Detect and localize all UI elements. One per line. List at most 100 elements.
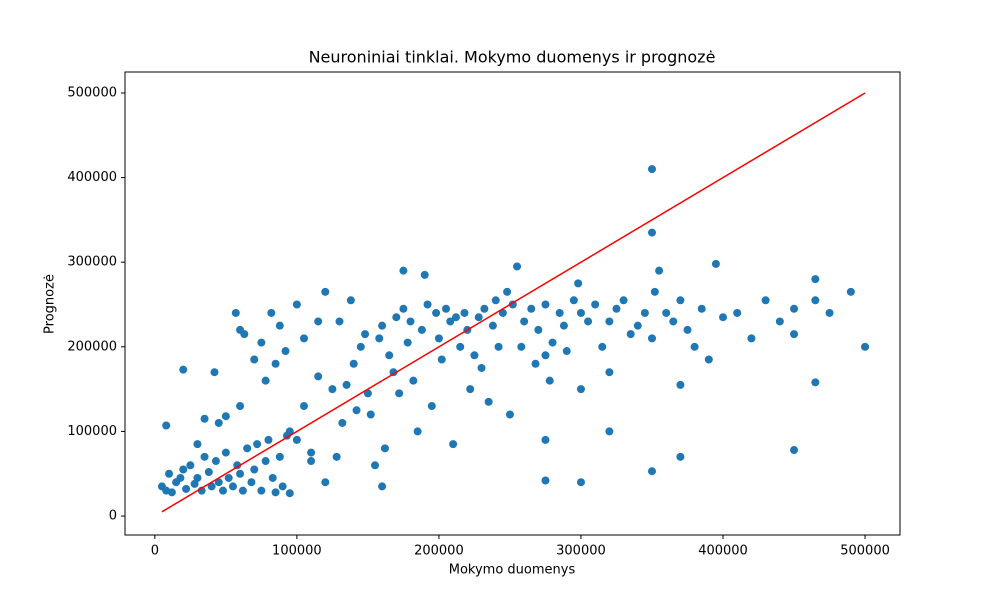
data-point bbox=[531, 359, 540, 368]
data-point bbox=[846, 287, 855, 296]
data-point bbox=[446, 317, 455, 326]
data-point bbox=[423, 300, 432, 309]
data-point bbox=[219, 486, 228, 495]
data-point bbox=[541, 476, 550, 485]
data-point bbox=[214, 478, 223, 487]
data-point bbox=[562, 347, 571, 356]
data-point bbox=[264, 435, 273, 444]
data-point bbox=[690, 342, 699, 351]
x-tick-label: 500000 bbox=[840, 544, 890, 559]
data-point bbox=[186, 461, 195, 470]
data-point bbox=[790, 304, 799, 313]
data-point bbox=[517, 342, 526, 351]
data-point bbox=[861, 342, 870, 351]
data-point bbox=[719, 313, 728, 322]
data-point bbox=[214, 418, 223, 427]
data-point bbox=[647, 334, 656, 343]
data-point bbox=[633, 321, 642, 330]
data-point bbox=[559, 321, 568, 330]
data-point bbox=[811, 275, 820, 284]
x-tick-label: 200000 bbox=[414, 544, 464, 559]
data-point bbox=[363, 389, 372, 398]
data-point bbox=[253, 440, 262, 449]
data-point bbox=[380, 444, 389, 453]
data-point bbox=[576, 478, 585, 487]
data-point bbox=[352, 406, 361, 415]
data-point bbox=[261, 376, 270, 385]
data-point bbox=[513, 262, 522, 271]
data-point bbox=[231, 308, 240, 317]
data-point bbox=[460, 308, 469, 317]
data-point bbox=[449, 440, 458, 449]
data-point bbox=[545, 376, 554, 385]
data-point bbox=[338, 418, 347, 427]
data-point bbox=[669, 317, 678, 326]
chart-title: Neuroniniai tinklai. Mokymo duomenys ir … bbox=[309, 48, 716, 67]
data-point bbox=[775, 317, 784, 326]
data-point bbox=[811, 296, 820, 305]
data-point bbox=[569, 296, 578, 305]
data-point bbox=[307, 448, 316, 457]
data-point bbox=[236, 402, 245, 411]
data-point bbox=[417, 325, 426, 334]
data-point bbox=[257, 486, 266, 495]
x-axis-label: Mokymo duomenys bbox=[449, 563, 576, 578]
data-point bbox=[366, 410, 375, 419]
data-point bbox=[271, 488, 280, 497]
data-point bbox=[456, 342, 465, 351]
data-point bbox=[221, 412, 230, 421]
y-tick-label: 200000 bbox=[67, 339, 117, 354]
data-point bbox=[193, 473, 202, 482]
data-point bbox=[271, 359, 280, 368]
data-point bbox=[451, 313, 460, 322]
data-point bbox=[182, 484, 191, 493]
data-point bbox=[346, 296, 355, 305]
data-point bbox=[650, 287, 659, 296]
data-point bbox=[498, 308, 507, 317]
data-point bbox=[247, 478, 256, 487]
data-point bbox=[243, 444, 252, 453]
data-point bbox=[349, 359, 358, 368]
data-point bbox=[555, 308, 564, 317]
data-point bbox=[375, 334, 384, 343]
data-point bbox=[647, 467, 656, 476]
data-point bbox=[409, 376, 418, 385]
plot-frame bbox=[124, 71, 901, 536]
data-point bbox=[503, 287, 512, 296]
data-point bbox=[761, 296, 770, 305]
data-point bbox=[233, 461, 242, 470]
data-point bbox=[442, 304, 451, 313]
data-point bbox=[437, 355, 446, 364]
data-point bbox=[371, 461, 379, 470]
data-point bbox=[378, 321, 387, 330]
data-point bbox=[281, 347, 290, 356]
data-point bbox=[584, 317, 593, 326]
data-point bbox=[541, 300, 550, 309]
data-point bbox=[541, 435, 550, 444]
data-point bbox=[640, 308, 649, 317]
data-point bbox=[210, 368, 219, 377]
data-point bbox=[605, 368, 614, 377]
data-point bbox=[484, 397, 493, 406]
data-point bbox=[165, 469, 174, 478]
data-point bbox=[598, 342, 607, 351]
data-point bbox=[275, 452, 284, 461]
data-point bbox=[676, 452, 685, 461]
y-tick-label: 300000 bbox=[67, 255, 117, 270]
data-point bbox=[190, 479, 199, 488]
data-point bbox=[261, 457, 270, 466]
data-point bbox=[790, 446, 799, 455]
data-point bbox=[278, 482, 287, 491]
data-point bbox=[236, 469, 245, 478]
data-point bbox=[541, 351, 550, 360]
data-point bbox=[314, 372, 323, 381]
data-point bbox=[527, 304, 536, 313]
data-point bbox=[193, 440, 202, 449]
data-point bbox=[508, 300, 517, 309]
data-point bbox=[574, 279, 583, 288]
data-point bbox=[647, 228, 656, 237]
data-point bbox=[314, 317, 323, 326]
data-point bbox=[591, 300, 600, 309]
data-point bbox=[207, 482, 216, 491]
data-point bbox=[307, 457, 316, 466]
